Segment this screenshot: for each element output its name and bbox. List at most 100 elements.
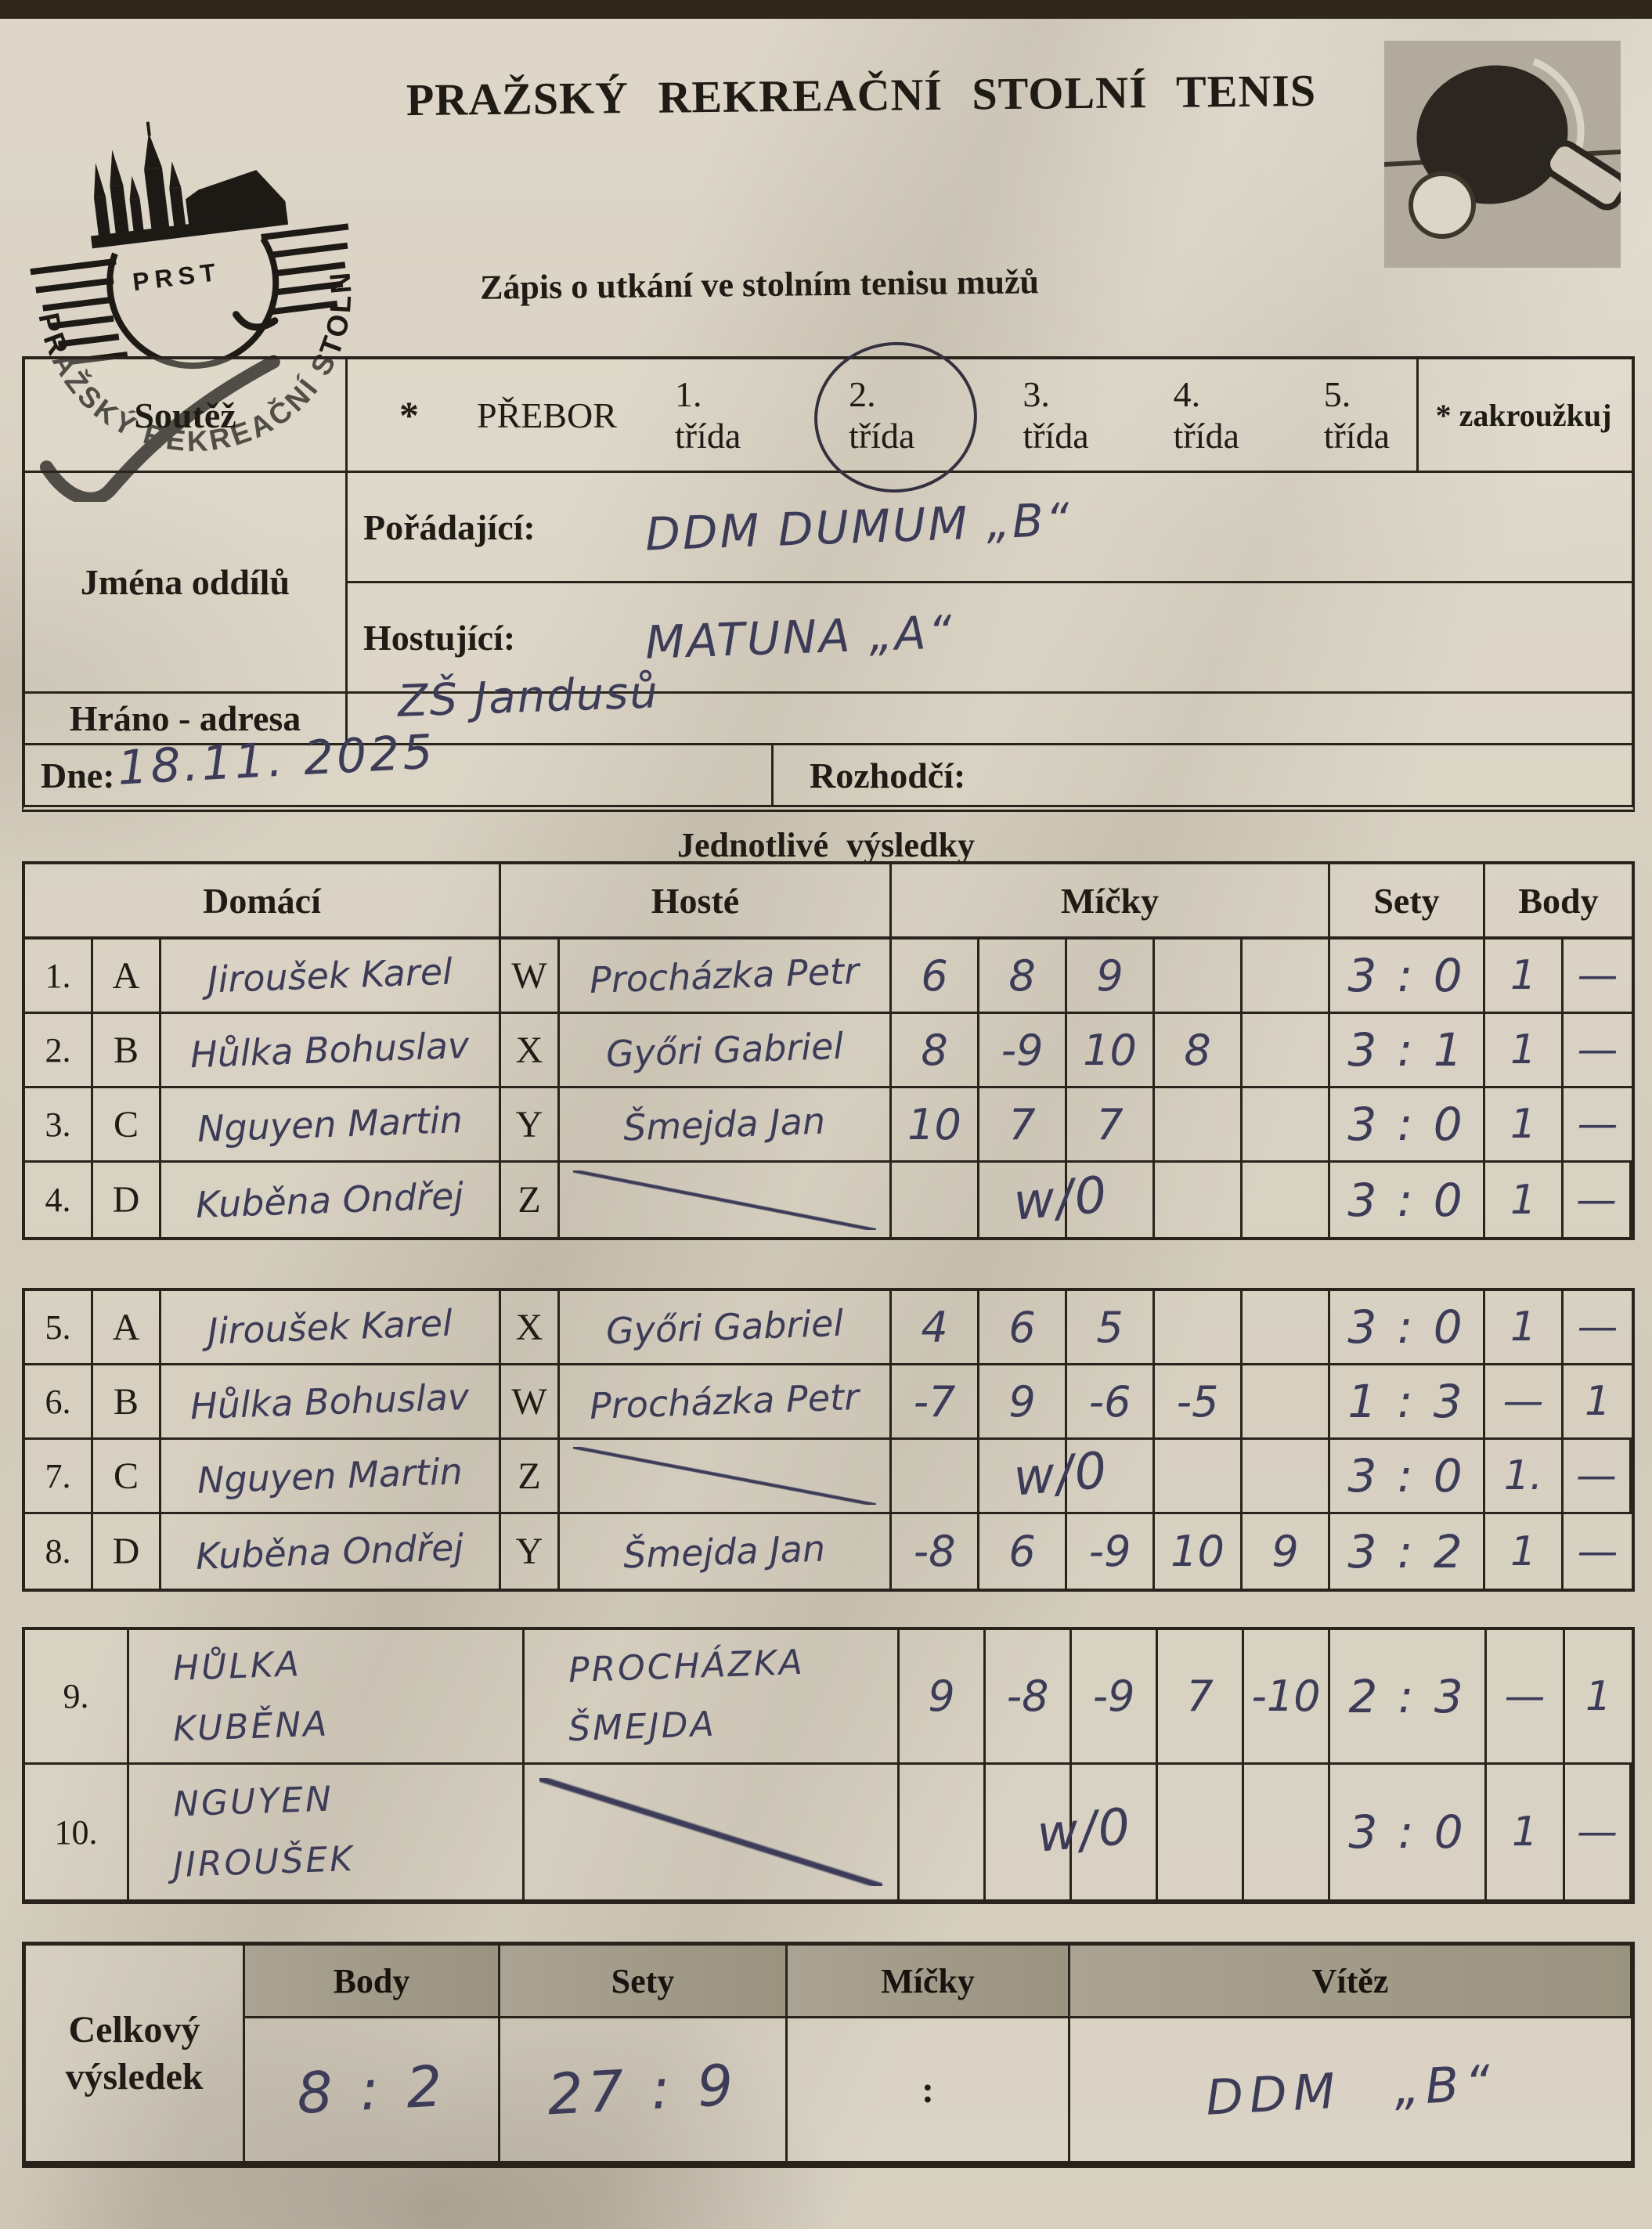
overall-result-label: Celkový výsledek [26,1946,245,2161]
soutez-row: Soutěž * PŘEBOR 1. třída 2. třída 3. tří… [25,359,1632,473]
points-away: — [1576,1176,1617,1224]
match-number: 5. [25,1291,93,1363]
rozhodci-cell: Rozhodčí: [774,745,1632,805]
home-player: Kuběna Ondřej [195,1525,465,1578]
home-player: Hůlka Bohuslav [189,1375,471,1428]
sets-score: 1 : 3 [1347,1375,1466,1428]
table-row-match-2: 2. B Hůlka Bohuslav X Győri Gabriel 8 -9… [25,1014,1632,1088]
table-row-match-6: 6. B Hůlka Bohuslav W Procházka Petr -7 … [25,1365,1632,1440]
match-number: 10. [25,1765,129,1899]
ball-3: -9 [1092,1672,1135,1721]
table-row-match-8: 8. D Kuběna Ondřej Y Šmejda Jan -8 6 -9 … [25,1514,1632,1589]
page-subtitle: Zápis o utkání ve stolním tenisu mužů [479,262,1040,307]
points-home: 1 [1510,1527,1537,1575]
dne-label: Dne: [41,755,115,795]
summary-vitez-value-cell: DDM „B“ [1070,2018,1632,2161]
away-player: Procházka Petr [589,1376,860,1427]
ball-2: -8 [1006,1672,1049,1721]
ball-3: 10 [1083,1025,1137,1075]
singles-table-1: Domácí Hosté Míčky Sety Body 1. A Jirouš… [22,861,1635,1240]
ball-1: 4 [921,1302,948,1352]
match-number: 8. [25,1514,93,1589]
singles-table-2: 5. A Jiroušek Karel X Győri Gabriel 4 6 … [22,1288,1635,1592]
match-number: 3. [25,1088,93,1160]
away-letter: Y [501,1088,560,1160]
home-letter: C [93,1440,161,1512]
points-home: 1 [1511,1809,1538,1856]
competition-classes: * PŘEBOR 1. třída 2. třída 3. třída 4. t… [348,359,1419,471]
ball-1: 6 [921,950,948,1001]
hostujici-row: Hostující: MATUNA „A“ [348,583,1632,691]
away-letter: X [501,1014,560,1086]
away-letter: Y [501,1514,560,1589]
col-header-hoste: Hosté [501,864,892,936]
results-header-row: Domácí Hosté Míčky Sety Body [25,864,1632,940]
home-player: Nguyen Martin [197,1450,463,1502]
sets-score: 3 : 0 [1347,1098,1466,1151]
jmena-oddilu-label: Jména oddílů [25,473,348,691]
home-player-1: HŮLKA [172,1643,302,1689]
summary-body-value-cell: 8 : 2 [245,2018,500,2161]
ball-3: 9 [1096,950,1124,1001]
ball-2: 6 [1008,1527,1036,1576]
summary-body-value: 8 : 2 [294,2053,449,2126]
ball-5: -10 [1251,1672,1321,1721]
ball-1: 10 [907,1099,961,1149]
col-header-sety: Sety [1330,864,1485,936]
hrano-adresa-cell: ZŠ Jandusů [348,667,1632,743]
home-player: Nguyen Martin [197,1098,463,1150]
class-3: 3. třída [1023,374,1089,456]
away-player-1: PROCHÁZKA [568,1642,806,1690]
summary-sety-value: 27 : 9 [546,2051,740,2128]
points-away: — [1576,1452,1617,1499]
venue-row: Hráno - adresa ZŠ Jandusů [25,667,1632,745]
ball-1: 9 [928,1672,955,1721]
points-home: 1 [1510,1176,1537,1224]
home-pair: NGUYEN JIROUŠEK [129,1765,525,1899]
home-letter: D [93,1163,161,1237]
ball-1: 8 [921,1025,948,1075]
home-player: Hůlka Bohuslav [189,1023,471,1077]
away-player: Győri Gabriel [605,1024,844,1076]
hrano-adresa-label: Hráno - adresa [25,694,348,743]
paddle-illustration [1384,41,1621,268]
class-prebor: PŘEBOR [477,395,617,435]
points-home: — [1504,1672,1546,1720]
summary-micky-colon: : [922,2068,934,2111]
sets-score: 3 : 0 [1347,1173,1466,1227]
class-1: 1. třída [674,374,741,456]
points-home: 1 [1510,952,1537,999]
col-header-domaci: Domácí [25,864,501,936]
sets-score: 3 : 2 [1347,1524,1466,1578]
ball-3: -9 [1088,1527,1131,1576]
table-row-match-9: 9. HŮLKA KUBĚNA PROCHÁZKA ŠMEJDA 9 -8 -9… [25,1630,1632,1765]
match-number: 4. [25,1163,93,1237]
points-away: — [1577,952,1618,999]
points-away: — [1577,1527,1618,1575]
sets-score: 3 : 0 [1348,1805,1466,1859]
date-row: Dne: 18.11. 2025 Rozhodčí: [25,724,1632,805]
home-player: Kuběna Ondřej [195,1174,465,1226]
ball-3: 7 [1096,1099,1124,1149]
class-2-circled: 2. třída [825,369,965,461]
svg-text:PRST: PRST [131,258,222,297]
away-player-2: ŠMEJDA [568,1704,717,1749]
home-letter: A [93,940,161,1012]
points-away: — [1577,1026,1618,1073]
away-player-empty [560,1440,892,1512]
table-row-match-5: 5. A Jiroušek Karel X Győri Gabriel 4 6 … [25,1291,1632,1365]
table-row-match-1: 1. A Jiroušek Karel W Procházka Petr 6 8… [25,940,1632,1014]
sets-score: 3 : 0 [1347,1449,1466,1502]
home-player: Jiroušek Karel [207,950,453,1001]
away-player-empty [560,1163,892,1237]
summary-sety-value-cell: 27 : 9 [500,2018,788,2161]
sets-score: 3 : 0 [1347,1300,1466,1354]
soutez-label: Soutěž [25,359,348,471]
match-number: 1. [25,940,93,1012]
match-number: 2. [25,1014,93,1086]
sets-score: 3 : 1 [1347,1023,1466,1077]
home-letter: A [93,1291,161,1363]
home-player-2: JIROUŠEK [172,1838,355,1886]
club-logo: PRST [6,99,376,502]
